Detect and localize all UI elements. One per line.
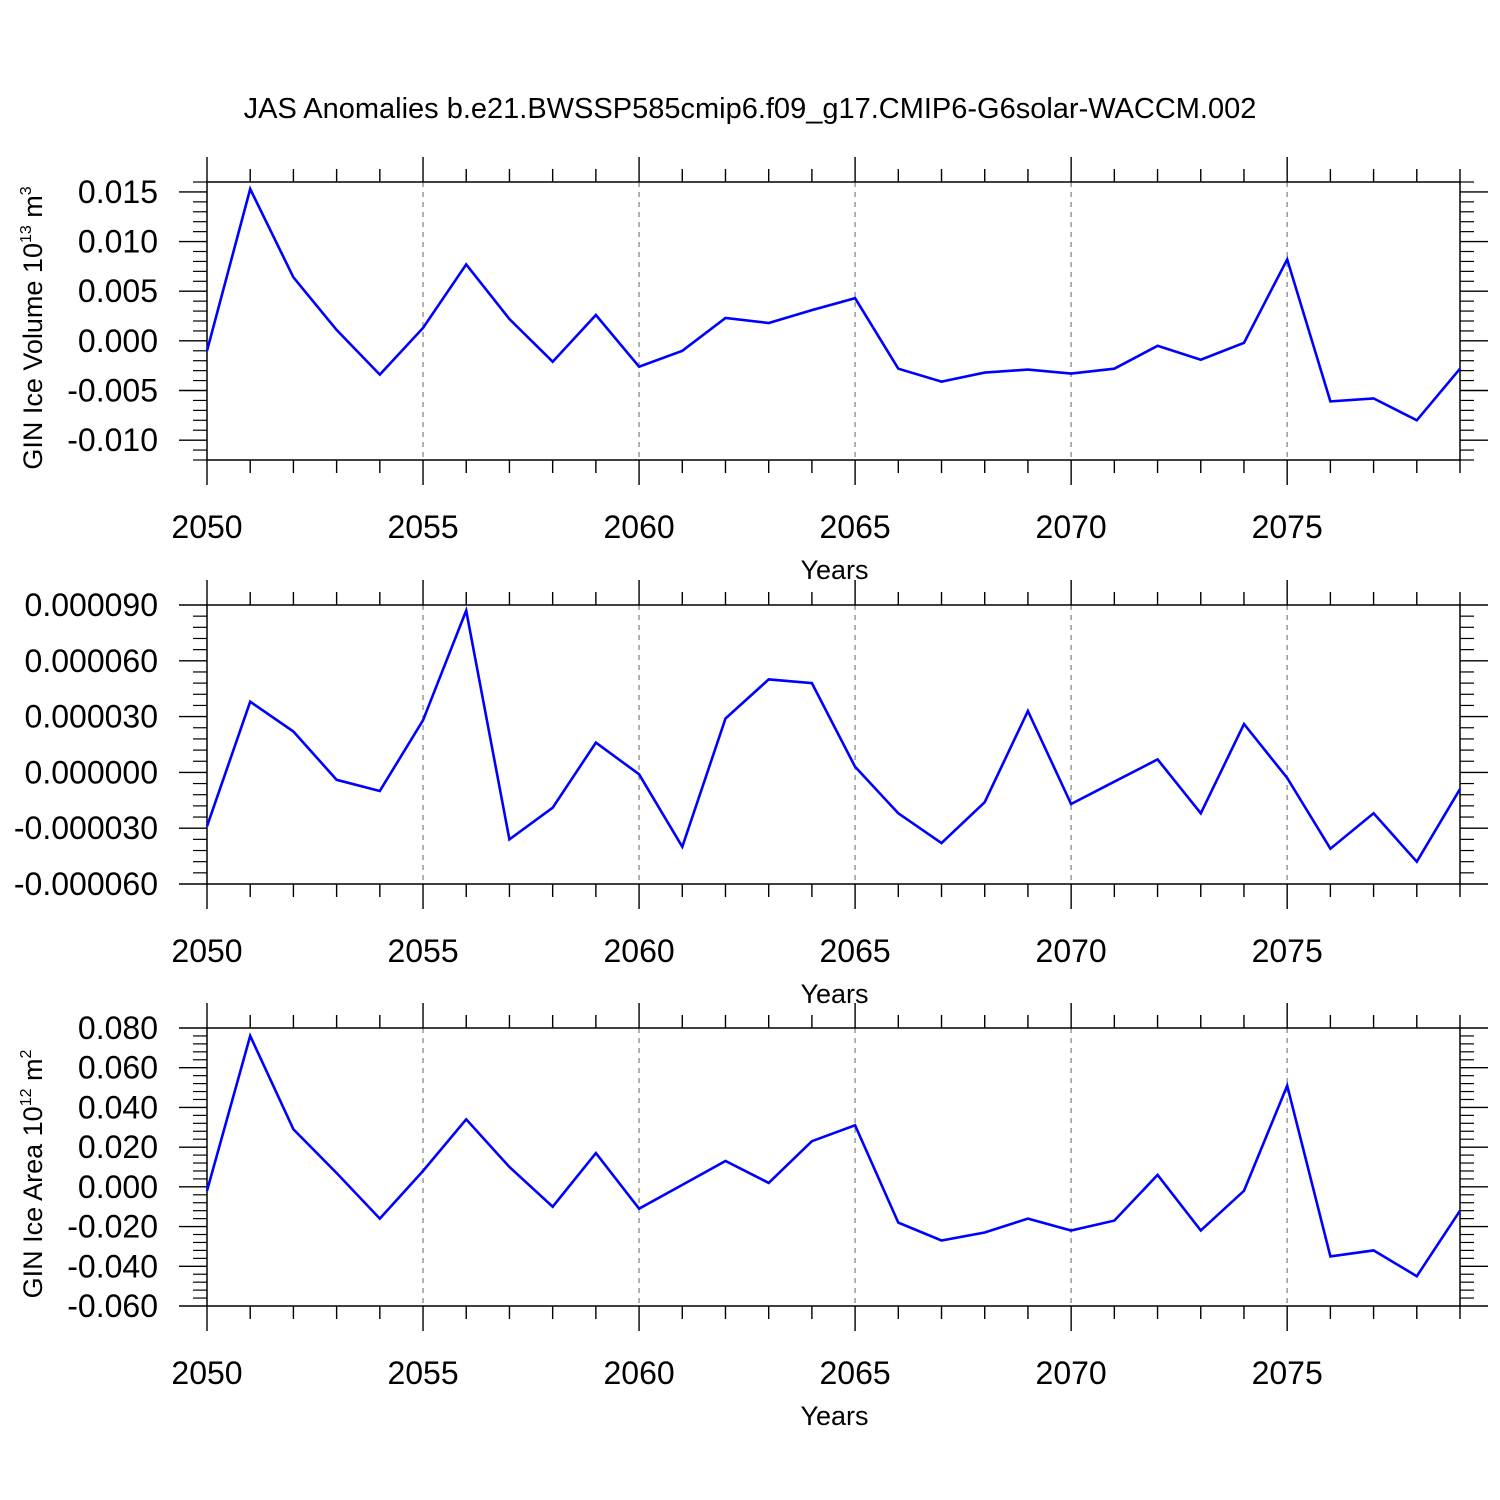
x-axis-label: Years	[800, 979, 868, 1009]
x-tick-label: 2055	[387, 933, 458, 969]
y-tick-label: 0.020	[78, 1129, 158, 1165]
y-tick-label: -0.010	[67, 422, 158, 458]
y-tick-label: 0.000	[78, 1169, 158, 1205]
x-tick-label: 2050	[171, 933, 242, 969]
y-tick-label: 0.040	[78, 1089, 158, 1125]
x-tick-label: 2070	[1036, 933, 1107, 969]
y-tick-label: 0.000	[78, 323, 158, 359]
chart-panel-1: 0.015 0.010 0.005 0.000 -0.005 -0.010 2050 2055…	[18, 157, 1488, 585]
y-tick-label: -0.060	[67, 1288, 158, 1324]
y-axis-label: GIN Ice Area 1012 m2	[18, 1050, 48, 1299]
x-tick-label: 2065	[820, 933, 891, 969]
y-tick-label: 0.060	[78, 1050, 158, 1086]
y-tick-label: -0.020	[67, 1209, 158, 1245]
y-tick-label: -0.000060	[14, 866, 158, 902]
x-tick-label: 2070	[1036, 509, 1107, 545]
plot-frame	[206, 1027, 1461, 1307]
x-tick-label: 2065	[820, 1355, 891, 1391]
x-tick-label: 2060	[603, 1355, 674, 1391]
x-tick-label: 2075	[1252, 509, 1323, 545]
x-axis-label: Years	[800, 1401, 868, 1431]
y-tick-label: 0.000000	[25, 754, 158, 790]
y-tick-label: 0.000030	[25, 699, 158, 735]
x-axis-label: Years	[800, 555, 868, 585]
y-tick-label: -0.000030	[14, 810, 158, 846]
x-tick-label: 2070	[1036, 1355, 1107, 1391]
y-axis-label: GIN Ice Volume 1013 m3	[18, 186, 48, 469]
x-tick-label: 2065	[820, 509, 891, 545]
chart-title: JAS Anomalies b.e21.BWSSP585cmip6.f09_g1…	[244, 93, 1257, 125]
series-line	[205, 605, 1462, 864]
y-tick-label: 0.015	[78, 174, 158, 210]
x-tick-label: 2050	[171, 1355, 242, 1391]
chart-panel-2: 0.000090 0.000060 0.000030 0.000000 -0.00003…	[14, 580, 1488, 1009]
y-tick-label: -0.040	[67, 1248, 158, 1284]
y-tick-label: 0.000090	[25, 587, 158, 623]
plot-frame	[206, 604, 1461, 885]
x-tick-label: 2050	[171, 509, 242, 545]
series-line	[205, 185, 1461, 422]
x-tick-label: 2060	[603, 509, 674, 545]
x-tick-label: 2075	[1252, 933, 1323, 969]
x-tick-label: 2060	[603, 933, 674, 969]
y-tick-label: -0.005	[67, 373, 158, 409]
plot-frame	[206, 181, 1461, 461]
x-tick-label: 2055	[387, 509, 458, 545]
series-line	[205, 1032, 1462, 1278]
x-tick-label: 2055	[387, 1355, 458, 1391]
y-tick-label: 0.000060	[25, 643, 158, 679]
y-tick-label: 0.010	[78, 224, 158, 260]
x-tick-label: 2075	[1252, 1355, 1323, 1391]
y-tick-label: 0.080	[78, 1010, 158, 1046]
y-tick-label: 0.005	[78, 273, 158, 309]
